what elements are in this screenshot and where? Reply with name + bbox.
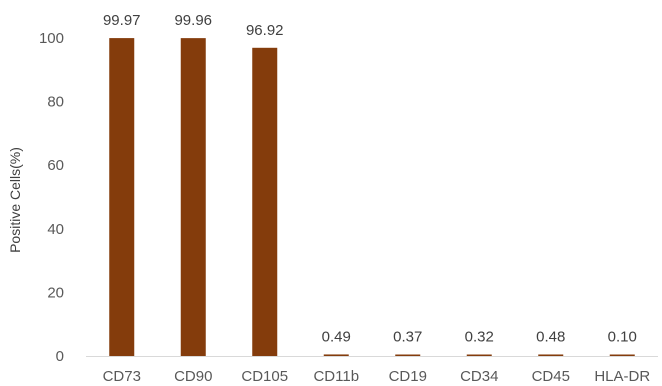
y-tick-label: 80	[47, 94, 64, 111]
bar	[538, 354, 564, 356]
bars	[109, 38, 635, 357]
data-label: 99.97	[103, 12, 141, 29]
data-label: 0.37	[393, 329, 422, 346]
y-tick-label: 60	[47, 157, 64, 174]
data-labels: 99.97 99.96 96.92 0.49 0.37 0.32 0.48 0.10	[103, 12, 637, 345]
y-tick-label: 0	[56, 348, 64, 365]
category-label: CD34	[460, 368, 498, 385]
y-tick-label: 40	[47, 221, 64, 238]
y-axis-ticks: 0 20 40 60 80 100	[39, 30, 64, 365]
category-label: CD11b	[313, 368, 359, 385]
bar	[252, 47, 278, 356]
category-label: HLA-DR	[594, 368, 650, 385]
bar	[395, 354, 421, 356]
y-axis-title-group: Positive Cells(%)	[7, 147, 23, 253]
category-label: CD105	[241, 368, 288, 385]
bar	[323, 354, 349, 356]
data-label: 0.32	[465, 329, 494, 346]
category-label: CD19	[389, 368, 427, 385]
data-label: 99.96	[174, 12, 212, 29]
category-labels: CD73 CD90 CD105 CD11b CD19 CD34 CD45 HLA-DR	[103, 368, 651, 385]
data-label: 0.48	[536, 328, 565, 345]
data-label: 0.49	[322, 328, 351, 345]
category-label: CD73	[103, 368, 141, 385]
y-tick-label: 100	[39, 30, 64, 47]
bar	[466, 354, 492, 356]
data-label: 96.92	[246, 22, 284, 39]
y-tick-label: 20	[47, 284, 64, 301]
bar	[180, 38, 206, 357]
data-label: 0.10	[608, 329, 637, 346]
category-label: CD90	[174, 368, 212, 385]
bar	[109, 38, 135, 357]
bar	[609, 354, 635, 356]
y-axis-title: Positive Cells(%)	[7, 147, 23, 253]
category-label: CD45	[532, 368, 570, 385]
